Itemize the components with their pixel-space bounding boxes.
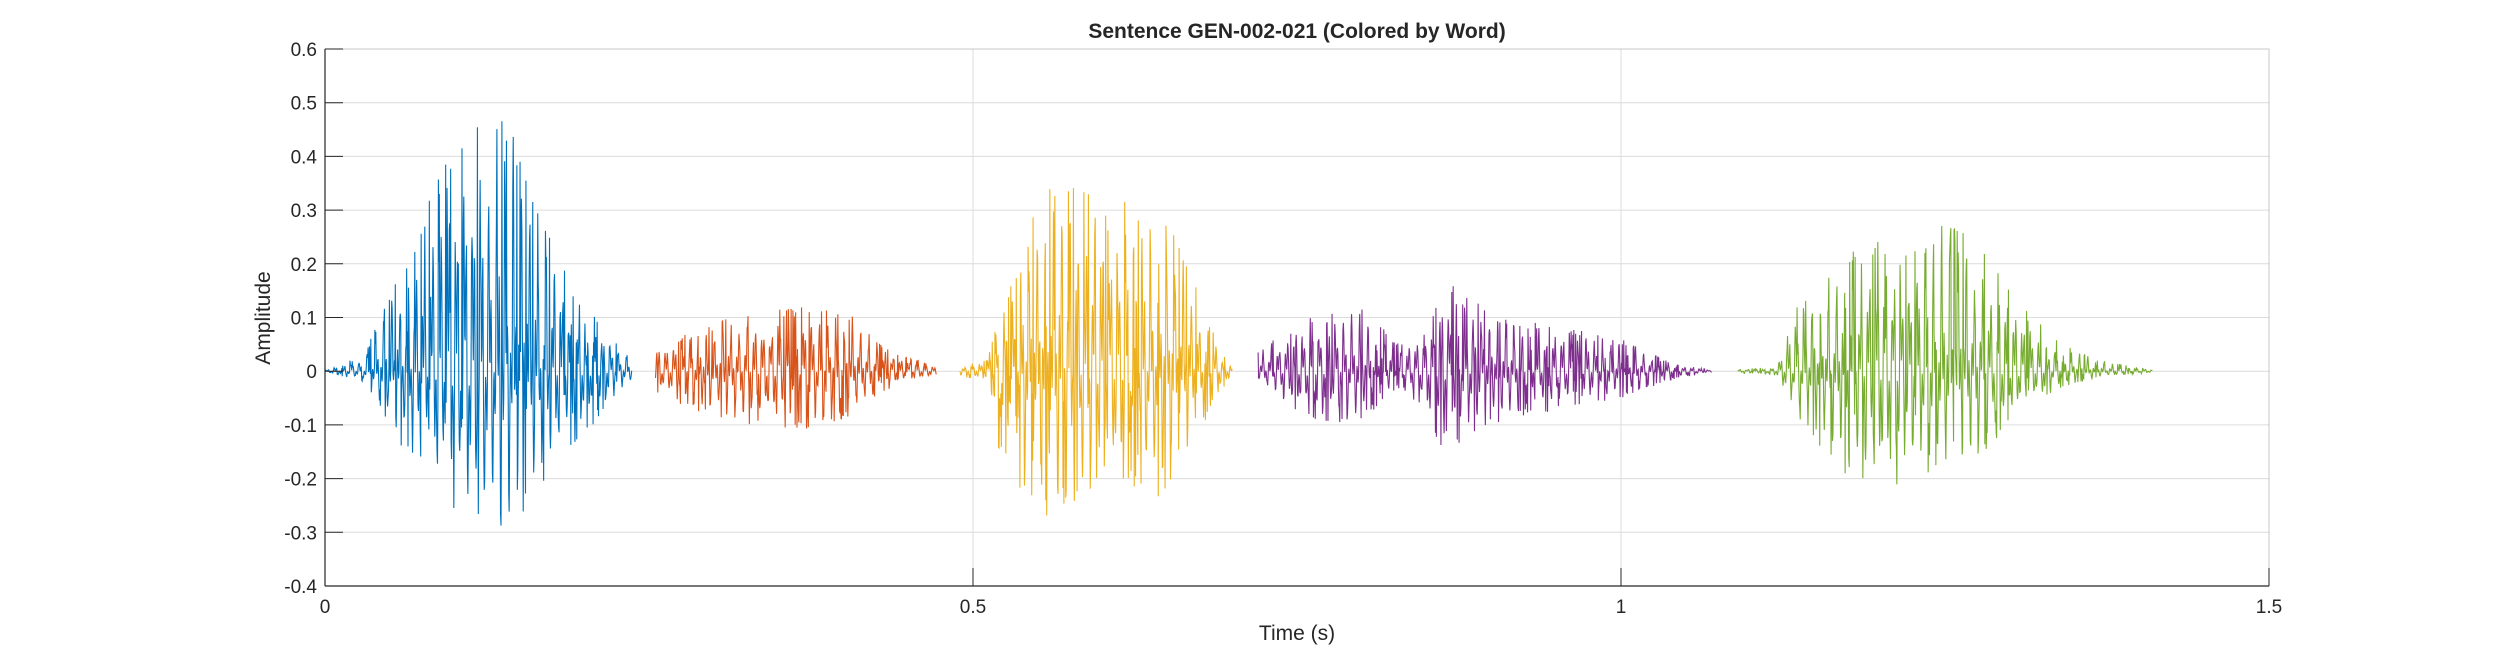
grid-lines [325, 49, 2269, 586]
y-tick-label: 0.5 [291, 94, 317, 115]
y-tick-label: -0.4 [284, 577, 317, 598]
y-tick-label: 0.3 [291, 201, 317, 222]
y-tick-label: -0.2 [284, 470, 317, 491]
y-tick-label: 0.4 [291, 147, 318, 168]
word-2-waveform [654, 307, 937, 429]
y-tick-label: 0.2 [291, 255, 317, 276]
axis-ticks: -0.4 -0.3 -0.2 -0.1 0 0.1 0.2 0.3 0.4 0.5 0.6 0 0.5 1… [284, 40, 2282, 618]
word-5-waveform [1737, 226, 2153, 485]
series-layer [324, 121, 2153, 526]
y-tick-label: -0.3 [284, 523, 317, 544]
x-tick-label: 0 [320, 597, 331, 618]
y-tick-label: 0 [306, 362, 317, 383]
word-3-waveform [959, 188, 1233, 516]
y-tick-label: -0.1 [284, 416, 317, 437]
y-tick-label: 0.1 [291, 309, 317, 330]
x-tick-label: 1 [1616, 597, 1627, 618]
y-tick-label: 0.6 [291, 40, 317, 61]
y-axis-label: Amplitude [252, 271, 275, 364]
chart-title: Sentence GEN-002-021 (Colored by Word) [1088, 20, 1505, 43]
x-axis-label: Time (s) [1259, 622, 1335, 645]
x-tick-label: 0.5 [960, 597, 986, 618]
x-tick-label: 1.5 [2256, 597, 2282, 618]
word-1-waveform [324, 121, 633, 526]
word-4-waveform [1257, 286, 1713, 445]
